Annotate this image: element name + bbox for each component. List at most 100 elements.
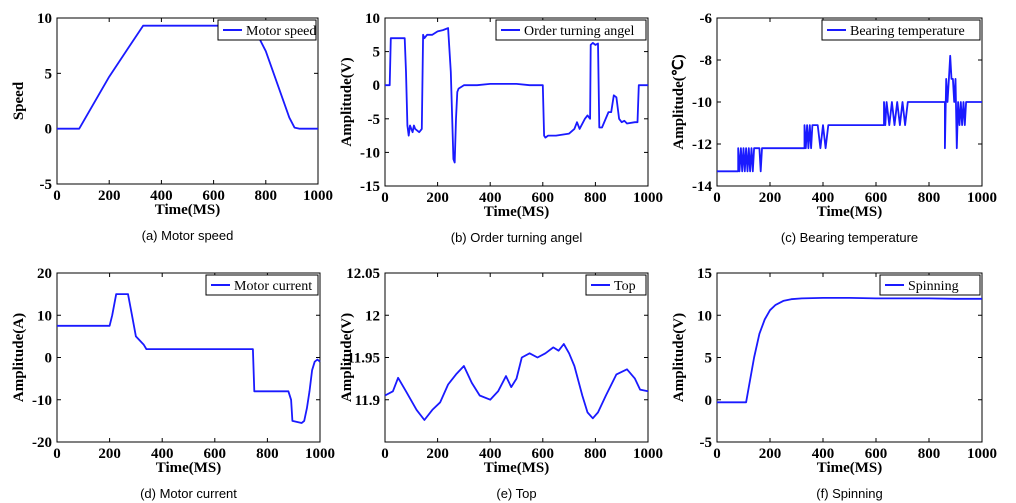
y-tick-label: 12 bbox=[365, 308, 380, 324]
x-axis-label: Time(MS) bbox=[484, 204, 550, 220]
panel-caption: (f) Spinning bbox=[816, 486, 882, 501]
y-tick-label: -6 bbox=[700, 11, 713, 27]
x-tick-label: 200 bbox=[759, 446, 782, 462]
y-tick-label: -8 bbox=[700, 53, 713, 69]
chart-panel: 0 200 400 600 800 1000 -15 -10 -5 0 5 10 Time(MS) Amp… bbox=[339, 11, 663, 245]
plot-frame bbox=[56, 17, 319, 185]
legend-box bbox=[585, 274, 647, 296]
legend-label: Motor current bbox=[234, 279, 312, 294]
x-tick-label: 1000 bbox=[633, 446, 663, 462]
y-tick-label: 0 bbox=[705, 393, 713, 409]
x-tick-label: 200 bbox=[759, 190, 782, 206]
x-tick-label: 1000 bbox=[967, 446, 997, 462]
legend-box bbox=[205, 274, 319, 296]
y-tick-label: 5 bbox=[373, 45, 381, 61]
y-tick-label: 11.95 bbox=[347, 351, 380, 367]
x-axis-label: Time(MS) bbox=[484, 460, 550, 476]
plot-frame bbox=[56, 272, 321, 443]
y-axis-label: Amplitude(℃) bbox=[671, 54, 687, 149]
x-tick-label: 400 bbox=[150, 188, 173, 204]
x-tick-label: 1000 bbox=[305, 446, 335, 462]
x-tick-label: 800 bbox=[584, 446, 607, 462]
panel-caption: (a) Motor speed bbox=[142, 228, 234, 243]
plot-frame bbox=[384, 272, 649, 443]
y-tick-label: 0 bbox=[373, 78, 381, 94]
y-axis-label: Amplitude(V) bbox=[339, 57, 355, 146]
x-tick-label: 0 bbox=[53, 446, 61, 462]
legend-box bbox=[821, 19, 981, 41]
y-tick-label: -10 bbox=[360, 145, 380, 161]
x-tick-label: 600 bbox=[865, 446, 888, 462]
x-tick-label: 600 bbox=[532, 190, 555, 206]
legend-box bbox=[879, 274, 981, 296]
y-tick-label: 20 bbox=[37, 266, 52, 282]
y-tick-label: 10 bbox=[365, 11, 380, 27]
y-tick-label: -5 bbox=[368, 112, 381, 128]
y-tick-label: -14 bbox=[692, 179, 712, 195]
series-line bbox=[57, 293, 321, 424]
x-tick-label: 800 bbox=[255, 188, 278, 204]
x-tick-label: 600 bbox=[532, 446, 555, 462]
y-tick-label: 11.9 bbox=[355, 393, 380, 409]
y-tick-label: 10 bbox=[37, 11, 52, 27]
x-axis-label: Time(MS) bbox=[156, 460, 222, 476]
x-tick-label: 800 bbox=[584, 190, 607, 206]
panel-caption: (e) Top bbox=[496, 486, 536, 501]
x-tick-label: 400 bbox=[812, 190, 835, 206]
x-tick-label: 200 bbox=[426, 190, 449, 206]
x-tick-label: 400 bbox=[151, 446, 174, 462]
x-tick-label: 400 bbox=[812, 446, 835, 462]
series-line bbox=[717, 54, 982, 173]
x-tick-label: 200 bbox=[98, 446, 121, 462]
series-line bbox=[385, 27, 648, 164]
legend-box bbox=[217, 19, 317, 41]
legend-label: Motor speed bbox=[246, 24, 316, 39]
x-tick-label: 0 bbox=[53, 188, 61, 204]
y-axis-label: Amplitude(A) bbox=[11, 313, 27, 402]
x-tick-label: 800 bbox=[918, 190, 941, 206]
y-tick-label: -10 bbox=[32, 393, 52, 409]
x-axis-label: Time(MS) bbox=[155, 202, 221, 218]
x-tick-label: 800 bbox=[918, 446, 941, 462]
legend-label: Top bbox=[614, 279, 636, 294]
x-tick-label: 600 bbox=[204, 446, 227, 462]
y-axis-label: Amplitude(V) bbox=[671, 313, 687, 402]
chart-panel: 0 200 400 600 800 1000 -20 -10 0 10 20 Time(MS) Ampl… bbox=[11, 266, 335, 501]
x-tick-label: 400 bbox=[479, 446, 502, 462]
x-tick-label: 0 bbox=[381, 446, 389, 462]
y-tick-label: 5 bbox=[705, 351, 713, 367]
x-tick-label: 1000 bbox=[303, 188, 333, 204]
x-axis-label: Time(MS) bbox=[817, 204, 883, 220]
x-tick-label: 1000 bbox=[967, 190, 997, 206]
y-tick-label: 0 bbox=[45, 351, 53, 367]
panel-caption: (c) Bearing temperature bbox=[781, 230, 918, 245]
series-line bbox=[717, 296, 982, 404]
y-tick-label: -15 bbox=[360, 179, 380, 195]
legend-box bbox=[495, 19, 647, 41]
chart-panel: 0 200 400 600 800 1000-5051015Time(MS)Amplitu… bbox=[671, 266, 997, 501]
y-tick-label: 12.05 bbox=[346, 266, 380, 282]
y-tick-label: -10 bbox=[692, 95, 712, 111]
legend-label: Spinning bbox=[908, 279, 959, 294]
series-line bbox=[384, 343, 649, 421]
y-tick-label: 0 bbox=[45, 122, 53, 138]
series-line bbox=[57, 24, 318, 130]
x-axis-label: Time(MS) bbox=[817, 460, 883, 476]
panel-caption: (b) Order turning angel bbox=[451, 230, 583, 245]
y-tick-label: 5 bbox=[45, 66, 53, 82]
y-axis-label: Amplitude(V) bbox=[339, 313, 355, 402]
legend-label: Order turning angel bbox=[524, 24, 635, 39]
y-tick-label: -12 bbox=[692, 137, 712, 153]
chart-panel: 0 200 400 600 800 1000 11.9 11.95 12 12.05 Time(MS… bbox=[339, 266, 663, 501]
x-tick-label: 600 bbox=[865, 190, 888, 206]
x-tick-label: 600 bbox=[202, 188, 225, 204]
y-tick-label: -20 bbox=[32, 435, 52, 451]
x-tick-label: 800 bbox=[256, 446, 279, 462]
y-tick-label: 10 bbox=[697, 308, 712, 324]
x-tick-label: 1000 bbox=[633, 190, 663, 206]
legend-label: Bearing temperature bbox=[850, 24, 965, 39]
panel-caption: (d) Motor current bbox=[140, 486, 237, 501]
x-tick-label: 0 bbox=[713, 446, 721, 462]
x-tick-label: 0 bbox=[713, 190, 721, 206]
